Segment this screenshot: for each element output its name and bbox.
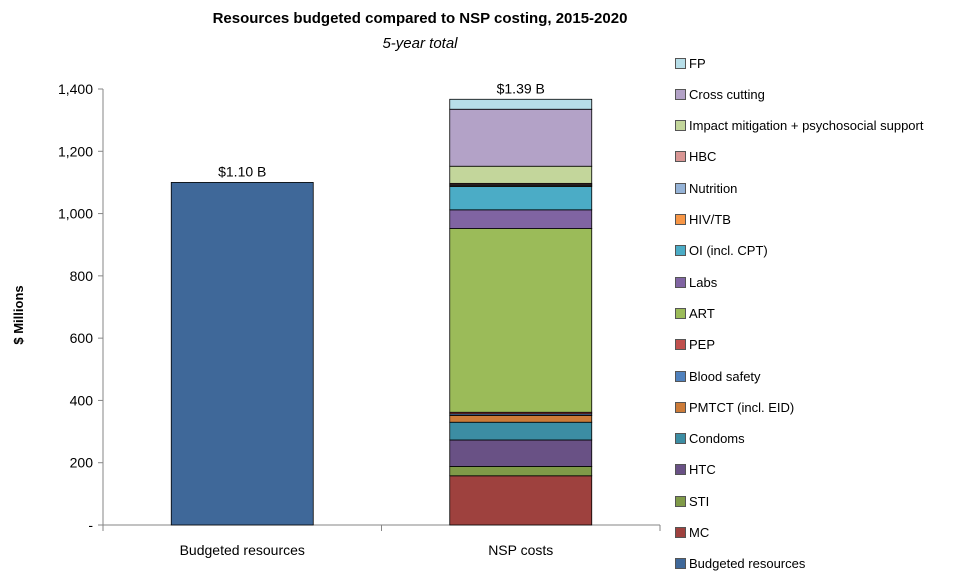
legend-swatch [675,245,686,257]
legend-item: HTC [675,462,716,478]
legend-item: Blood safety [675,368,761,384]
bar-segment [449,439,593,467]
legend-item: Labs [675,274,717,290]
legend-label: MC [689,525,710,540]
chart-title: Resources budgeted compared to NSP costi… [212,10,628,27]
legend-swatch [675,276,686,288]
chart-subtitle: 5-year total [382,35,458,52]
bar-segment [449,186,593,211]
legend-item: Impact mitigation + psychosocial support [675,118,923,134]
bar-segment [449,414,593,423]
legend-swatch [675,182,686,194]
legend-item: FP [675,55,706,71]
bar-segment [449,475,593,526]
bar-segment [449,108,593,167]
bar-segment [170,182,314,526]
bar-segment [449,228,593,413]
legend-item: MC [675,525,709,541]
legend-item: PMTCT (incl. EID) [675,399,794,415]
y-tick-label: - [88,517,93,533]
legend-label: OI (incl. CPT) [689,243,768,259]
legend-swatch [675,370,686,382]
legend-label: Condoms [689,431,745,447]
legend-swatch [675,88,686,100]
y-tick-label: 600 [70,330,94,346]
y-tick-label: 1,400 [58,81,93,97]
y-tick-label: 1,200 [58,143,93,159]
legend-label: STI [689,493,710,509]
legend-item: Budgeted resources [675,556,805,572]
legend-swatch [675,433,686,445]
legend-label: Blood safety [689,368,761,384]
legend-item: ART [675,305,715,321]
legend-label: Cross cutting [689,86,765,102]
legend-swatch [675,401,686,413]
legend-label: PMTCT (incl. EID) [689,399,795,415]
legend-item: HBC [675,149,716,165]
legend-item: Nutrition [675,180,737,196]
x-tick-label: Budgeted resources [180,542,305,558]
legend-item: OI (incl. CPT) [675,243,768,259]
legend-label: Impact mitigation + psychosocial support [689,118,924,134]
legend-label: Budgeted resources [689,556,806,572]
legend-item: Cross cutting [675,86,765,102]
y-tick-label: 800 [70,268,94,284]
y-tick-label: 400 [70,392,94,408]
bar-segment [449,421,593,441]
bar-total-label: $1.10 B [218,163,266,179]
legend-item: STI [675,493,709,509]
bar-segment [449,209,593,229]
legend-label: HBC [689,149,717,165]
legend-swatch [675,527,686,538]
y-tick-label: 1,000 [58,206,93,222]
legend-swatch [675,307,686,319]
x-tick-label: NSP costs [488,542,553,558]
legend-label: Labs [689,274,718,290]
legend-item: Condoms [675,431,745,447]
legend-swatch [675,120,686,132]
legend-swatch [675,214,686,225]
legend-label: HTC [689,462,716,478]
legend-item: PEP [675,337,715,353]
legend-label: Nutrition [689,180,738,196]
legend-label: PEP [689,337,716,353]
legend-label: HIV/TB [689,212,731,227]
bar-segment [449,98,593,110]
legend-item: HIV/TB [675,212,731,228]
legend-swatch [675,57,686,69]
legend-swatch [675,495,686,507]
legend-label: ART [689,305,715,321]
bar-segment [449,466,593,477]
bar-segment [449,165,593,184]
y-tick-label: 200 [70,455,94,471]
legend-swatch [675,464,686,476]
legend-swatch [675,151,686,163]
legend-label: FP [689,55,706,71]
bar-total-label: $1.39 B [497,80,545,96]
legend-swatch [675,339,686,351]
